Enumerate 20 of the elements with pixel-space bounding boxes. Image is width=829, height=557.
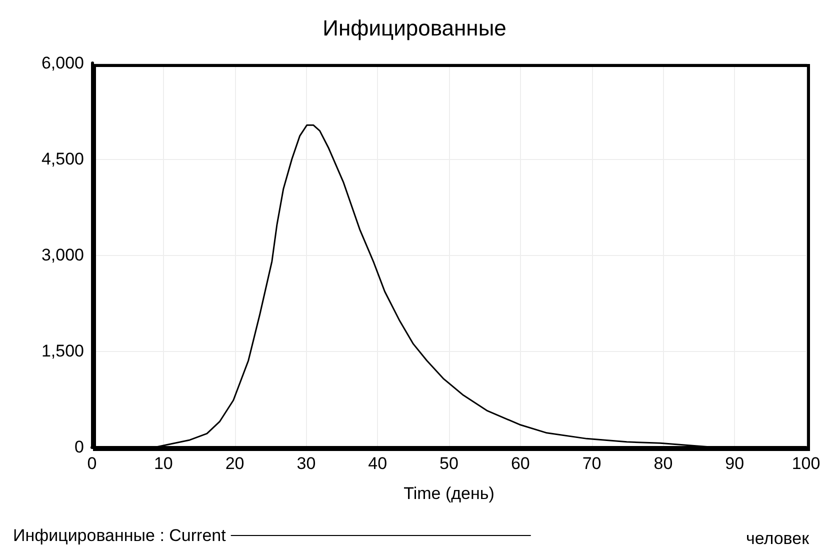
- x-tick-label: 30: [296, 454, 316, 473]
- y-tick-label: 3,000: [41, 246, 84, 264]
- text: человек: [746, 529, 810, 548]
- x-tick-label: 20: [225, 454, 244, 473]
- x-tick-label: 80: [654, 454, 673, 473]
- x-tick-label: 70: [582, 454, 602, 473]
- chart-title: Инфицированные: [322, 16, 506, 40]
- x-tick-label: 100: [792, 454, 820, 473]
- y-tick-label: 1,500: [41, 342, 84, 360]
- x-tick-label: 50: [440, 454, 458, 473]
- x-tick-label: 90: [725, 454, 744, 473]
- x-tick-label: 60: [510, 454, 530, 473]
- y-tick-label: 4,500: [41, 150, 84, 168]
- x-tick-label: 10: [154, 454, 173, 473]
- x-tick-label: 40: [368, 454, 388, 473]
- text: Инфицированные : Current: [12, 526, 226, 545]
- y-tick-label: 0: [74, 438, 84, 456]
- x-tick-label: 0: [87, 454, 97, 473]
- y-tick-label: 6,000: [41, 54, 84, 72]
- x-axis-title: Time (день): [404, 484, 494, 503]
